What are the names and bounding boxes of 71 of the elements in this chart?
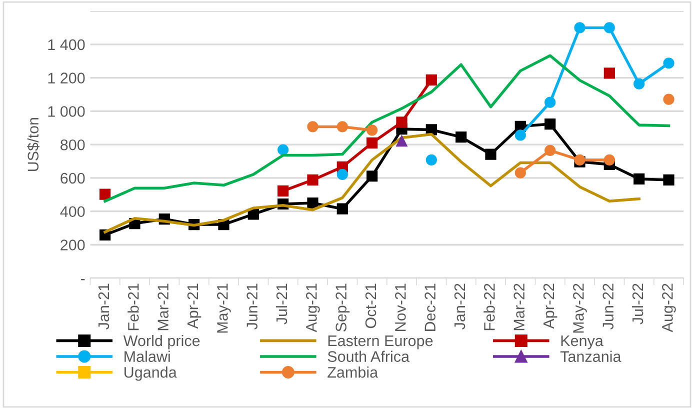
point [604, 68, 615, 79]
point [663, 174, 674, 186]
point [366, 124, 378, 136]
x-tick-label: Jun-21 [246, 284, 258, 330]
x-tick-label: Aug-22 [662, 284, 676, 332]
point [604, 154, 615, 166]
point [396, 136, 408, 147]
point [366, 137, 378, 148]
point [663, 58, 674, 69]
legend-label: South Africa [328, 350, 410, 362]
legend-label: World price [123, 334, 200, 350]
point [514, 167, 526, 178]
point [307, 197, 318, 209]
x-tick-label: May-22 [573, 284, 587, 333]
point [456, 132, 467, 143]
x-tick-label: Feb-21 [128, 284, 139, 330]
point [307, 174, 318, 186]
x-tick-label: Jul-21 [276, 284, 288, 324]
y-tick-label: - [80, 279, 85, 280]
point [485, 148, 496, 160]
point [336, 203, 348, 214]
point [634, 173, 645, 185]
x-tick-label: Apr-21 [187, 284, 202, 329]
legend-label: Uganda [124, 366, 177, 381]
point [544, 96, 556, 108]
x-tick-label: Mar-22 [514, 284, 525, 330]
x-tick-label: Jan-22 [454, 284, 466, 330]
y-tick-label: 1 400 [48, 39, 85, 50]
point [426, 154, 437, 166]
y-tick-label: 1 000 [48, 106, 85, 117]
point [278, 185, 289, 197]
y-tick-label: 600 [60, 172, 85, 184]
legend-label: Zambia [328, 366, 378, 378]
legend-label: Malawi [124, 350, 170, 362]
point [574, 22, 586, 34]
y-tick-label: 400 [60, 206, 85, 218]
x-tick-label: Apr-22 [543, 284, 558, 329]
x-tick-label: Oct-21 [365, 284, 376, 328]
x-tick-label: Jun-22 [602, 284, 614, 330]
point [634, 78, 645, 90]
y-tick-label: 200 [60, 240, 85, 250]
point [307, 121, 318, 132]
point [426, 124, 437, 136]
point [544, 144, 556, 156]
y-tick-label: 800 [60, 139, 85, 150]
point [278, 144, 289, 156]
point [336, 121, 348, 132]
x-tick-label: Jan-21 [98, 284, 110, 330]
x-tick-label: Feb-22 [484, 284, 495, 330]
x-tick-label: May-21 [217, 284, 231, 333]
point [544, 118, 556, 130]
x-tick-label: Mar-21 [158, 284, 168, 330]
legend-label: Tanzania [560, 350, 622, 362]
x-tick-label: Jul-22 [632, 284, 644, 324]
point [100, 188, 111, 200]
point [366, 170, 378, 182]
x-tick-label: Aug-21 [306, 284, 320, 332]
x-tick-label: Nov-21 [395, 284, 406, 331]
point [336, 168, 348, 180]
legend-label: Eastern Europe [328, 336, 433, 350]
point [604, 22, 615, 34]
y-axis-title: US$/ton [27, 118, 40, 172]
point [426, 74, 437, 86]
x-tick-label: Sep-21 [336, 284, 350, 332]
y-tick-label: 1 200 [48, 72, 85, 84]
point [396, 116, 408, 128]
line-series [104, 54, 670, 203]
legend-label: Kenya [561, 336, 604, 350]
point [514, 130, 526, 141]
point [663, 94, 674, 105]
x-tick-label: Dec-21 [424, 284, 436, 331]
